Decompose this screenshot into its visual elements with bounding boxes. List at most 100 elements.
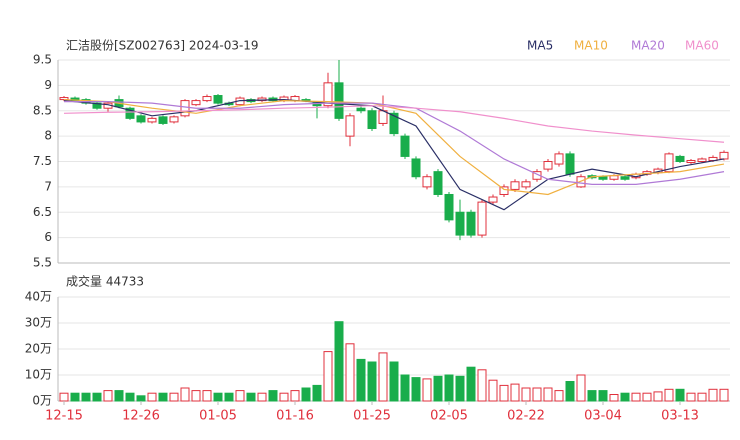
volume-bar xyxy=(224,392,234,402)
volume-bar xyxy=(620,392,630,402)
candle-body xyxy=(323,82,333,107)
volume-bar xyxy=(653,391,663,402)
x-tick-label: 01-05 xyxy=(199,409,237,424)
volume-bar xyxy=(114,390,124,402)
candle-body xyxy=(510,181,520,190)
volume-bar xyxy=(345,343,355,402)
candle-body xyxy=(158,116,168,124)
legend-label: MA10 xyxy=(574,39,608,53)
x-tick-label: 01-25 xyxy=(353,409,391,424)
candle-body xyxy=(191,100,201,106)
volume-bar xyxy=(279,392,289,402)
volume-bar xyxy=(125,392,135,402)
volume-bar xyxy=(444,374,454,402)
volume-bar xyxy=(554,390,564,402)
volume-bar xyxy=(136,395,146,402)
volume-bar xyxy=(235,390,245,402)
candle-body xyxy=(389,112,399,135)
candle-body xyxy=(675,155,685,163)
candle-body xyxy=(664,153,674,173)
volume-bar xyxy=(433,375,443,402)
volume-bar xyxy=(664,388,674,402)
volume-bar xyxy=(455,375,465,402)
ma-line xyxy=(63,105,725,143)
candle-body xyxy=(477,201,487,236)
candle-body xyxy=(422,176,432,188)
volume-bar xyxy=(422,378,432,402)
volume-bar xyxy=(246,392,256,402)
volume-bar xyxy=(510,383,520,402)
volume-bar xyxy=(499,384,509,402)
y-tick-label: 6 xyxy=(44,230,52,244)
candle-body xyxy=(609,175,619,180)
candle-body xyxy=(411,158,421,178)
candle-body xyxy=(334,82,344,119)
volume-bar xyxy=(466,366,476,402)
y-tick-label: 8 xyxy=(44,129,52,143)
y-tick-label: 30万 xyxy=(25,316,52,330)
y-tick-label: 20万 xyxy=(25,342,52,356)
x-tick-label: 03-13 xyxy=(661,409,699,424)
candle-body xyxy=(565,153,575,175)
x-tick-label: 03-04 xyxy=(584,409,622,424)
volume-bar xyxy=(323,351,333,402)
candle-body xyxy=(367,110,377,130)
volume-bar xyxy=(686,392,696,402)
candle-body xyxy=(521,181,531,188)
candle-body xyxy=(213,95,223,104)
legend-label: MA60 xyxy=(685,39,719,53)
candle-body xyxy=(136,115,146,123)
y-tick-label: 8.5 xyxy=(33,103,52,117)
volume-bar xyxy=(598,390,608,402)
volume-bar xyxy=(213,392,223,402)
volume-bar xyxy=(389,361,399,402)
volume-bar xyxy=(587,390,597,402)
volume-bar xyxy=(477,369,487,402)
x-tick-label: 12-15 xyxy=(45,409,83,424)
ma-line xyxy=(64,101,725,185)
y-tick-label: 9 xyxy=(44,78,52,92)
volume-bar xyxy=(202,390,212,402)
candle-body xyxy=(455,211,465,236)
volume-bar xyxy=(642,392,652,402)
candle-body xyxy=(356,107,366,112)
legend-label: MA20 xyxy=(631,39,665,53)
volume-bar xyxy=(697,392,707,402)
y-tick-label: 0万 xyxy=(32,394,52,408)
volume-bar xyxy=(59,392,69,402)
y-tick-label: 5.5 xyxy=(33,256,52,270)
x-tick-label: 01-16 xyxy=(276,409,314,424)
y-tick-label: 10万 xyxy=(25,368,52,382)
volume-bar xyxy=(158,392,168,402)
volume-bar xyxy=(81,392,91,402)
candle-body xyxy=(202,96,212,102)
candle-body xyxy=(433,171,443,195)
volume-bar xyxy=(257,392,267,402)
candle-body xyxy=(180,100,190,117)
volume-bar xyxy=(609,394,619,402)
volume-bar xyxy=(312,384,322,402)
candle-body xyxy=(499,186,509,195)
volume-bar xyxy=(565,381,575,402)
volume-bar xyxy=(103,390,113,402)
volume-bar xyxy=(169,392,179,402)
volume-bar xyxy=(191,390,201,402)
candle-body xyxy=(686,159,696,164)
volume-bar xyxy=(411,377,421,402)
candle-body xyxy=(169,116,179,123)
chart-title: 汇洁股份[SZ002763] 2024-03-19 xyxy=(66,39,259,53)
volume-bar xyxy=(400,374,410,402)
candle-body xyxy=(620,176,630,180)
candle-body xyxy=(400,135,410,157)
y-tick-label: 9.5 xyxy=(33,53,52,67)
candle-body xyxy=(345,115,355,137)
legend-label: MA5 xyxy=(527,39,553,53)
volume-bar xyxy=(543,387,553,402)
candle-body xyxy=(444,193,454,221)
volume-bar xyxy=(356,358,366,402)
candle-body xyxy=(598,176,608,180)
y-tick-label: 40万 xyxy=(25,290,52,304)
volume-bar xyxy=(268,390,278,402)
volume-bar xyxy=(334,321,344,402)
volume-bar xyxy=(367,361,377,402)
